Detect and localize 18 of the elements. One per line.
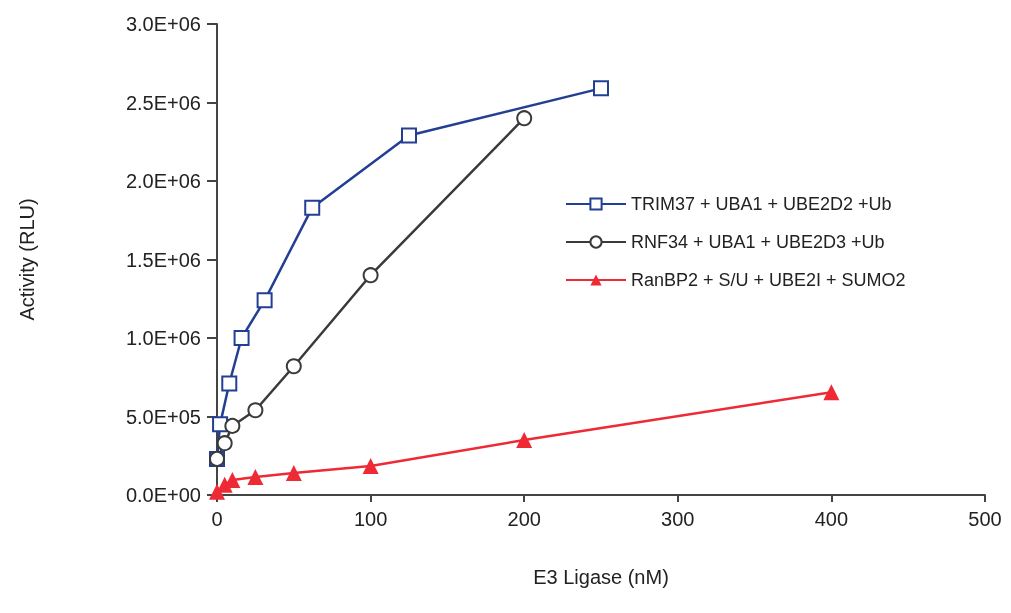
x-tick-label: 100 xyxy=(353,508,388,530)
legend-label: TRIM37 + UBA1 + UBE2D2 +Ub xyxy=(631,194,892,214)
x-tick-label: 400 xyxy=(814,508,849,530)
y-axis-title: Activity (RLU) xyxy=(16,198,38,321)
y-tick-label: 3.0E+06 xyxy=(125,13,201,35)
y-tick-label: 1.5E+06 xyxy=(125,248,201,271)
y-tick-label: 1.0E+06 xyxy=(125,327,201,349)
y-tick-label: 2.5E+06 xyxy=(125,91,201,114)
x-axis-title: E3 Ligase (nM) xyxy=(533,566,669,588)
legend-label: RanBP2 + S/U + UBE2I + SUMO2 xyxy=(631,270,906,290)
y-tick-label: 5.0E+05 xyxy=(125,405,201,428)
x-tick-label: 0 xyxy=(211,508,223,530)
legend-label: RNF34 + UBA1 + UBE2D3 +Ub xyxy=(631,232,885,252)
y-tick-label: 0.0E+00 xyxy=(125,484,201,506)
x-tick-label: 200 xyxy=(507,508,541,530)
x-tick-label: 500 xyxy=(968,508,1002,530)
y-tick-label: 2.0E+06 xyxy=(125,170,201,192)
x-tick-label: 300 xyxy=(661,508,695,530)
